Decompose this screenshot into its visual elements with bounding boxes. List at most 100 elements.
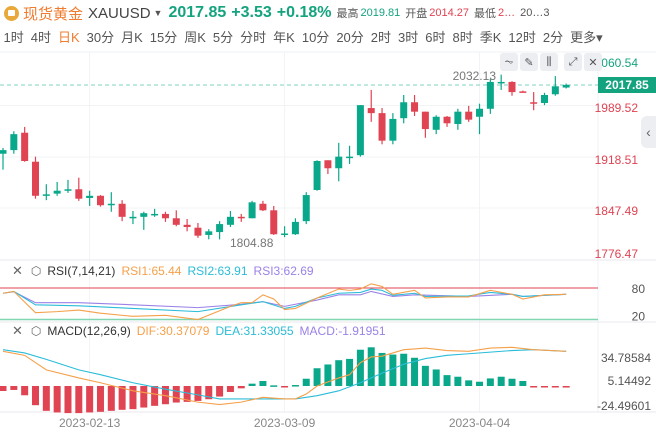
macd-histogram-bar — [259, 381, 267, 386]
instrument-name[interactable]: 现货黄金 — [23, 5, 84, 23]
close-icon[interactable]: ✕ — [12, 323, 23, 338]
macd-value: MACD:-1.91951 — [299, 324, 386, 338]
candle-down — [194, 227, 202, 236]
period-tab[interactable]: 6时 — [425, 30, 446, 45]
period-tab[interactable]: 20分 — [336, 30, 364, 45]
settings-icon[interactable]: ⬡ — [30, 264, 42, 278]
period-tab[interactable]: 12时 — [508, 30, 536, 45]
candle-up — [205, 231, 213, 235]
candle-up — [497, 81, 505, 84]
candle-down — [75, 189, 83, 199]
macd-histogram-bar — [497, 376, 505, 386]
collapse-panel-button[interactable]: ‹ — [641, 116, 656, 148]
price-axis-label: 1989.52 — [595, 101, 639, 115]
dea-line — [2, 349, 567, 400]
candle-down — [367, 108, 375, 114]
period-tab[interactable]: 月K — [121, 30, 143, 45]
candle-down — [443, 116, 451, 124]
period-tab[interactable]: 更多▾ — [570, 30, 603, 45]
candle-up — [432, 116, 440, 130]
candle-up — [291, 221, 299, 235]
candle-up — [42, 194, 50, 196]
period-tab[interactable]: 3时 — [398, 30, 419, 45]
macd-histogram-bar — [64, 386, 72, 414]
date-axis-label: 2023-02-13 — [59, 416, 121, 430]
macd-histogram-bar — [281, 386, 289, 388]
rsi3-value: RSI3:62.69 — [253, 264, 314, 278]
period-tab[interactable]: 30分 — [86, 30, 115, 45]
candle-down — [508, 81, 516, 93]
high-label: 最高 — [336, 8, 359, 20]
macd-histogram-bar — [10, 386, 18, 390]
period-tab[interactable]: 年K — [273, 30, 295, 45]
settings-icon[interactable]: ⬡ — [30, 324, 42, 338]
date-axis-label: 2023-03-09 — [254, 416, 316, 430]
indicator-icon[interactable]: ⏦ — [500, 53, 518, 71]
period-tab[interactable]: 周K — [184, 30, 206, 45]
quote-header: 现货黄金 XAUUSD ▼ 2017.85 +3.53 +0.18% 最高 20… — [0, 0, 656, 26]
macd-histogram-bar — [270, 385, 278, 387]
close-icon[interactable]: ✕ — [12, 263, 23, 278]
macd-histogram-bar — [172, 386, 180, 403]
period-tab[interactable]: 分时 — [240, 30, 267, 45]
candle-up — [86, 195, 94, 198]
candle-up — [151, 213, 159, 216]
candle-down — [259, 203, 267, 211]
candle-up — [454, 111, 462, 125]
high-value: 2019.81 — [360, 7, 401, 19]
macd-histogram-bar — [335, 360, 343, 386]
candle-down — [31, 161, 39, 196]
candle-up — [551, 86, 559, 95]
period-tab[interactable]: 15分 — [149, 30, 178, 45]
macd-histogram-bar — [313, 368, 321, 386]
extra-value: 20…3 — [520, 7, 550, 19]
macd-histogram-bar — [248, 383, 256, 386]
period-tab[interactable]: 季K — [479, 30, 502, 45]
macd-histogram-bar — [486, 378, 494, 386]
candle-type-icon[interactable]: ⫼ — [540, 53, 558, 71]
candle-down — [21, 132, 29, 161]
period-tab[interactable]: 1时 — [3, 30, 24, 45]
period-tab[interactable]: 2时 — [370, 30, 392, 45]
candle-up — [281, 233, 289, 236]
candle-up — [562, 84, 570, 88]
toolbar: ⏦ ✎ ⫼ ⤢ ✕ — [500, 53, 602, 71]
period-tab[interactable]: 10分 — [301, 30, 330, 45]
symbol-selector[interactable]: XAUUSD — [88, 4, 151, 22]
macd-histogram-bar — [530, 386, 538, 388]
period-tab[interactable]: 4时 — [30, 30, 51, 45]
candle-up — [226, 216, 234, 225]
period-tab[interactable]: 日K — [57, 30, 80, 45]
rsi-axis-label: 20 — [632, 310, 646, 324]
rsi1-value: RSI1:65.44 — [121, 264, 182, 278]
macd-histogram-bar — [0, 386, 7, 391]
macd-histogram-bar — [96, 386, 104, 412]
rsi2-value: RSI2:63.91 — [187, 264, 248, 278]
chevron-down-icon[interactable]: ▼ — [153, 8, 163, 18]
candle-down — [421, 111, 429, 130]
candle-down — [118, 203, 126, 217]
chevron-left-icon: ‹ — [646, 124, 651, 140]
fullscreen-icon[interactable]: ⤢ — [564, 53, 582, 71]
price-axis-label: 2060.54 — [595, 56, 639, 70]
macd-histogram-bar — [118, 386, 126, 410]
candle-up — [64, 189, 72, 191]
macd-histogram-bar — [205, 386, 213, 400]
max-price-annotation: 2032.13 — [453, 69, 497, 83]
macd-histogram-bar — [443, 375, 451, 386]
macd-histogram-bar — [237, 386, 245, 389]
candle-down — [172, 218, 180, 225]
candle-up — [541, 94, 548, 103]
candle-down — [378, 113, 386, 141]
draw-pen-icon[interactable]: ✎ — [520, 53, 538, 71]
period-tab[interactable]: 8时 — [452, 30, 473, 45]
date-axis-label: 2023-04-04 — [449, 416, 511, 430]
macd-histogram-bar — [400, 353, 408, 386]
close-icon[interactable]: ✕ — [584, 53, 602, 71]
period-tab[interactable]: 2分 — [542, 30, 564, 45]
period-tab[interactable]: 5分 — [212, 30, 234, 45]
candle-up — [129, 216, 137, 219]
macd-histogram-bar — [291, 385, 299, 387]
